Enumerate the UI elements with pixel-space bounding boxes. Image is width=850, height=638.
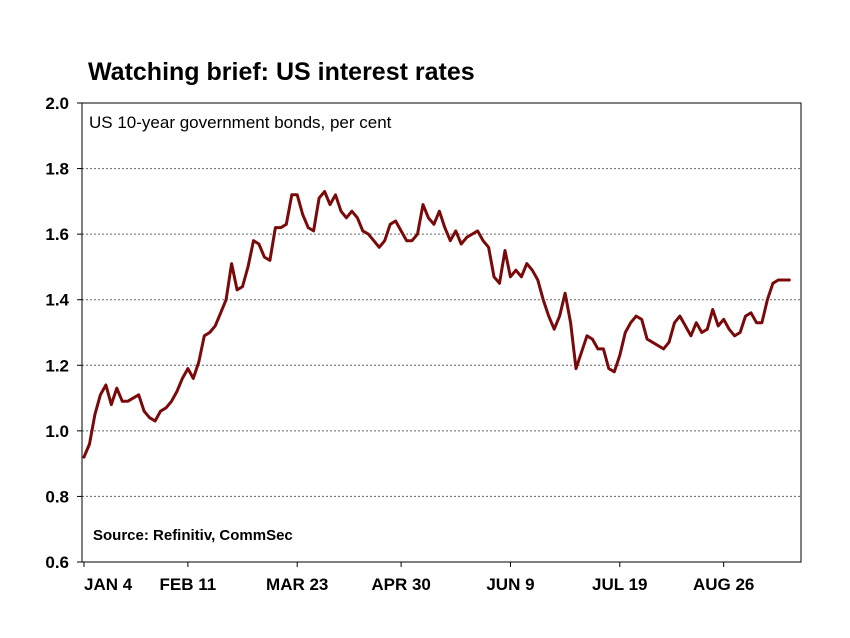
x-tick-label: FEB 11 [160,575,217,594]
y-tick-label: 0.6 [45,553,69,572]
y-tick-label: 0.8 [45,487,69,506]
x-tick-label: AUG 26 [693,575,754,594]
y-tick-label: 1.2 [45,356,69,375]
y-tick-label: 1.0 [45,422,69,441]
y-tick-label: 2.0 [45,94,69,113]
x-tick-label: MAR 23 [266,575,328,594]
series-line [84,192,789,458]
x-tick-label: JUN 9 [486,575,534,594]
y-tick-label: 1.6 [45,225,69,244]
y-tick-label: 1.4 [45,291,69,310]
line-chart: 0.6 0.8 1.0 1.2 1.4 1.6 1.8 2.0 JAN 4 FEB 11 MAR … [0,0,850,638]
source-note: Source: Refinitiv, CommSec [93,527,293,544]
x-tick-label: JUL 19 [592,575,647,594]
y-tick-label: 1.8 [45,160,69,179]
x-tick-label: JAN 4 [84,575,133,594]
x-axis-ticks: JAN 4 FEB 11 MAR 23 APR 30 JUN 9 JUL 19 AUG 26 [84,562,754,594]
series-group [84,192,789,458]
x-tick-label: APR 30 [371,575,431,594]
y-axis-ticks: 0.6 0.8 1.0 1.2 1.4 1.6 1.8 2.0 [45,94,82,572]
chart-subtitle: US 10-year government bonds, per cent [89,113,392,132]
